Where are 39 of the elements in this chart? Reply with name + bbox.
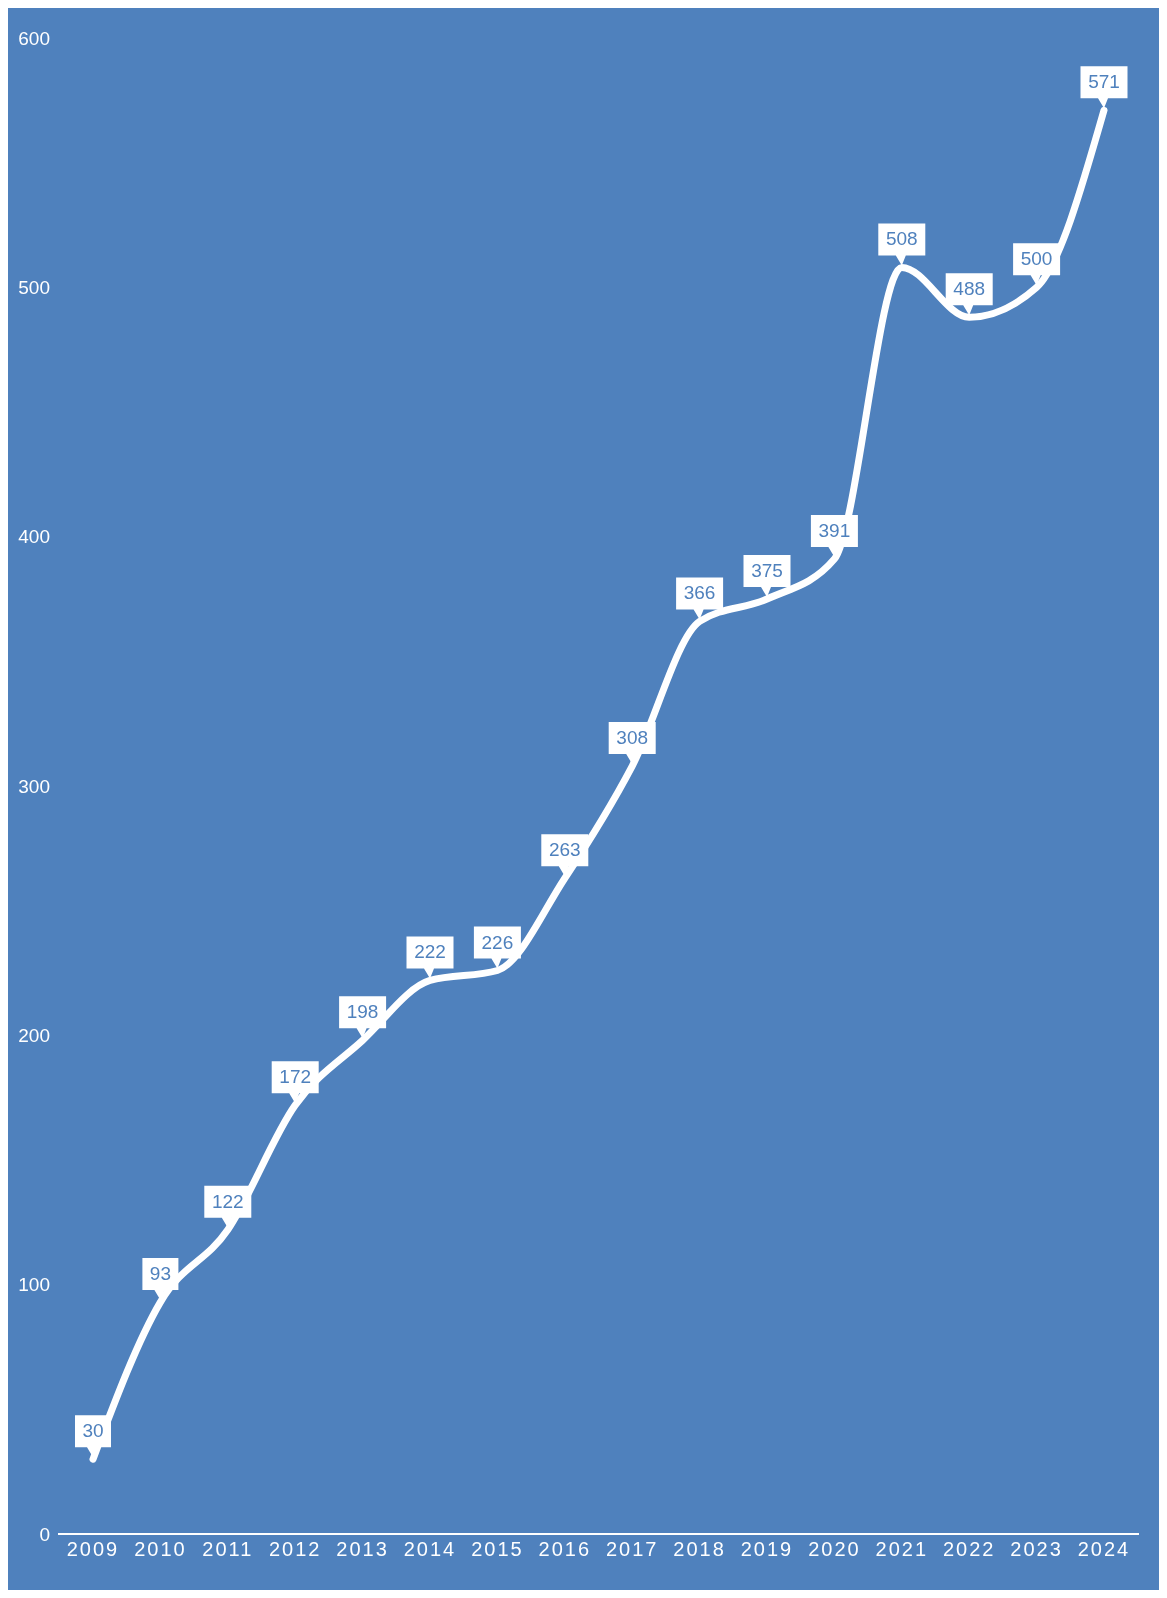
data-label: 172 <box>279 1066 312 1088</box>
x-tick-label: 2017 <box>605 1538 659 1561</box>
data-label: 198 <box>346 1001 379 1023</box>
x-tick-label: 2015 <box>471 1538 524 1561</box>
x-tick-label: 2022 <box>942 1538 996 1561</box>
x-tick-label: 2009 <box>66 1538 120 1561</box>
y-tick-label: 500 <box>18 277 50 299</box>
data-label: 375 <box>751 560 783 581</box>
data-label: 222 <box>414 941 446 963</box>
data-label: 308 <box>616 727 649 749</box>
x-tick-label: 2011 <box>202 1538 254 1561</box>
y-tick-label: 300 <box>18 775 50 797</box>
x-tick-label: 2024 <box>1077 1538 1131 1561</box>
y-tick-label: 200 <box>18 1025 50 1047</box>
x-tick-label: 2016 <box>538 1538 592 1561</box>
y-tick-label: 400 <box>18 526 50 548</box>
x-tick-label: 2010 <box>134 1538 187 1561</box>
y-tick-label: 600 <box>18 27 50 49</box>
data-label: 366 <box>683 582 716 604</box>
data-label: 571 <box>1088 71 1120 93</box>
data-label: 391 <box>818 520 851 542</box>
x-tick-label: 2018 <box>673 1538 726 1561</box>
y-tick-label: 0 <box>39 1523 50 1545</box>
x-tick-label: 2014 <box>403 1538 457 1561</box>
data-label: 30 <box>82 1420 104 1442</box>
data-label: 508 <box>885 228 918 250</box>
data-label: 263 <box>548 839 581 861</box>
x-tick-label: 2019 <box>740 1538 794 1561</box>
x-tick-label: 2013 <box>336 1538 389 1561</box>
data-label: 500 <box>1020 248 1053 270</box>
x-tick-label: 2012 <box>268 1538 322 1561</box>
x-tick-label: 2021 <box>875 1538 929 1561</box>
data-label: 122 <box>211 1190 244 1212</box>
x-tick-label: 2023 <box>1010 1538 1063 1561</box>
data-label: 93 <box>149 1263 171 1285</box>
data-label: 488 <box>953 278 986 300</box>
y-tick-label: 100 <box>18 1274 50 1296</box>
x-tick-label: 2020 <box>808 1538 861 1561</box>
data-label: 226 <box>481 931 514 953</box>
